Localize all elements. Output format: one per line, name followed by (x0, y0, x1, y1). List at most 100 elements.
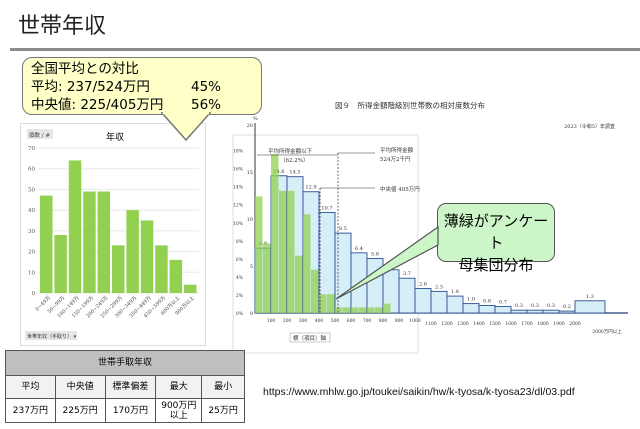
pct-tick-label: 4% (236, 275, 244, 281)
green-bar (311, 269, 319, 313)
x-tick-label: 2000 (569, 321, 581, 327)
bar (97, 191, 111, 293)
value-cell: 900万円以上 (155, 398, 203, 423)
bar (40, 195, 53, 293)
x-tick-label: 300 (299, 318, 308, 324)
green-bar (279, 190, 287, 313)
green-bar (359, 307, 367, 313)
x-tick-label: 100 (267, 318, 276, 324)
pct-tick-label: 6% (236, 257, 244, 263)
x-tick-label: 1300 (457, 321, 469, 327)
bar-value-label: 1.0 (467, 297, 475, 303)
median-pct: 56% (191, 97, 222, 113)
y-tick-label: 10 (28, 270, 35, 276)
green-bar (271, 154, 279, 313)
y-tick-label: 0 (250, 311, 253, 317)
corner-label-box (27, 129, 53, 139)
green-bar (383, 303, 391, 313)
field-dropdown[interactable]: 世帯年収（手取り） ▾ (27, 333, 77, 340)
callout-line-2: 母集団分布 (458, 256, 534, 274)
x-tick-label: 900 (395, 318, 404, 324)
chart-title: 図９ 所得金額階級別世帯数の相対度数分布 (335, 100, 485, 110)
blue-bar (574, 300, 606, 314)
bar-value-label: 2.6 (419, 282, 427, 288)
y-tick-label: 40 (28, 208, 35, 214)
x-tick-label: 200 (283, 318, 292, 324)
value-cell: 170万円 (104, 398, 157, 423)
green-bar (343, 307, 351, 313)
x-tick-label: 800 (379, 318, 388, 324)
x-tick-label: 1600 (505, 321, 517, 327)
corner-label: 個数 / # (29, 131, 50, 139)
header-cell: 最大 (155, 375, 203, 399)
callout-tail (160, 112, 212, 142)
chart-title: 年収 (106, 131, 124, 143)
x-tick-label: 1200 (441, 321, 453, 327)
green-bar (295, 255, 303, 313)
comparison-callout: 全国平均との対比 平均: 237/524万円 45% 中央値: 225/405万円… (22, 57, 262, 115)
bar-value-label: 6.4 (355, 246, 363, 252)
y-tick-label: 15 (247, 170, 253, 176)
pct-tick-label: 14% (233, 185, 244, 191)
blue-bar (478, 305, 496, 314)
y-axis-unit: % (253, 116, 258, 122)
x-tick-label: 400 (315, 318, 324, 324)
bar (126, 210, 139, 293)
source-url[interactable]: https://www.mhlw.go.jp/toukei/saikin/hw/… (263, 386, 575, 398)
bar-value-label: 10.7 (321, 205, 332, 211)
mean-pct: 45% (191, 79, 222, 95)
x-tick-label: 1900 (553, 321, 565, 327)
y-tick-label: 20 (247, 123, 253, 129)
bar-value-label: 1.8 (451, 289, 459, 295)
bar (54, 235, 67, 293)
green-bar (351, 307, 359, 313)
y-tick-label: 50 (28, 187, 35, 193)
table-header-row: 平均 中央値 標準偏差 最大 最小 (5, 375, 245, 399)
bar-value-label: 5.8 (371, 251, 379, 257)
pct-tick-label: 2% (236, 293, 244, 299)
mhlw-distribution-chart: 図９ 所得金額階級別世帯数の相対度数分布 2023（令和5）年調査% 0 5 10 15 2… (232, 100, 628, 354)
bar (112, 245, 125, 293)
x-tick-label: 1000 (409, 318, 421, 324)
y-tick-label: 60 (28, 167, 35, 173)
bar-value-label: 0.8 (483, 298, 491, 304)
y-tick-label: 0 (32, 291, 36, 297)
blue-bar (494, 305, 512, 314)
income-stats-table: 世帯手取年収 平均 中央値 標準偏差 最大 最小 237万円 225万円 170万円 900万… (5, 350, 245, 423)
x-tick-label: 2000万円以上 (592, 328, 622, 335)
pct-tick-label: 16% (233, 167, 244, 173)
green-bar (335, 307, 343, 313)
blue-bar (542, 309, 560, 314)
x-tick-label: 1500 (489, 321, 501, 327)
bar (68, 160, 82, 293)
green-bar (287, 190, 295, 313)
blue-bar (462, 303, 480, 314)
y-tick-label: 70 (28, 146, 35, 152)
header-cell: 平均 (5, 375, 56, 399)
dropdown-box[interactable] (25, 331, 77, 340)
value-cell: 225万円 (54, 398, 106, 423)
x-tick-label: 1700 (521, 321, 533, 327)
header-cell: 標準偏差 (104, 375, 157, 399)
bar-value-label: 0.2 (563, 304, 571, 310)
green-bar (263, 243, 271, 313)
income-survey-chart: 個数 / # 年収 0 10 20 30 40 50 60 70 0~49万 50~99万 100~14… (20, 123, 206, 346)
green-bar (303, 214, 311, 313)
blue-bar (510, 309, 528, 314)
mean-label: 平均所得金額 (380, 146, 414, 154)
pct-tick-label: 10% (233, 221, 244, 227)
table-row: 237万円 225万円 170万円 900万円以上 25万円 (5, 398, 245, 423)
table-title: 世帯手取年収 (5, 350, 245, 376)
y-tick-label: 30 (28, 229, 35, 235)
y-tick-label: 10 (247, 217, 253, 223)
mean-label: 平均: 237/524万円 (31, 79, 150, 95)
bar-value-label: 0.3 (531, 303, 539, 309)
survey-distribution-callout: 薄緑がアンケート 母集団分布 (437, 203, 555, 274)
x-tick-label: 700 (363, 318, 372, 324)
bar-value-label: 1.3 (586, 294, 594, 300)
blue-bar (526, 309, 544, 314)
x-tick-label: 1400 (473, 321, 485, 327)
bar-value-label: 12.9 (305, 185, 316, 191)
bar-value-label: 0.7 (499, 299, 507, 305)
x-tick-label: 1800 (537, 321, 549, 327)
